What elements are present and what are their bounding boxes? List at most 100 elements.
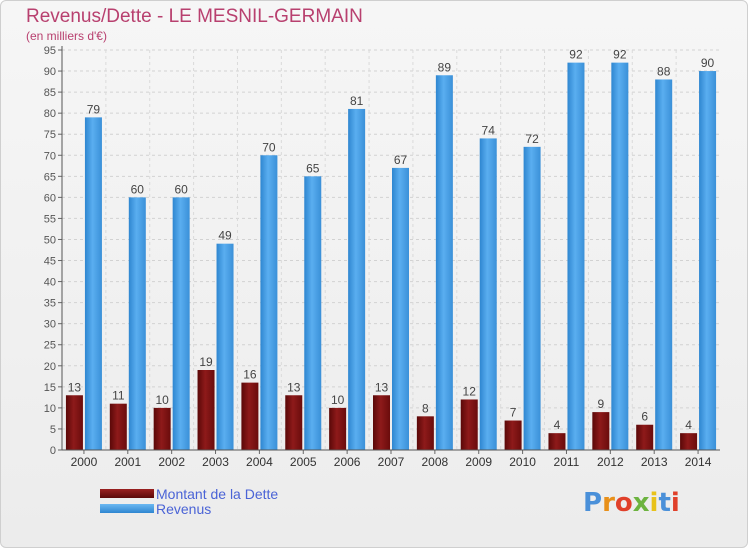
bar-revenue [84, 117, 102, 451]
bar-revenue [216, 243, 234, 450]
data-label-revenue: 74 [482, 123, 496, 137]
bar-debt [197, 370, 215, 450]
y-tick-label: 75 [44, 129, 56, 141]
data-label-revenue: 92 [569, 48, 583, 62]
x-tick-label: 2012 [597, 455, 624, 469]
x-tick-label: 2000 [71, 455, 98, 469]
legend-swatch-revenue [100, 504, 154, 513]
data-label-revenue: 88 [657, 64, 671, 78]
bar-revenue [128, 197, 146, 450]
data-label-debt: 13 [375, 380, 389, 394]
data-label-debt: 19 [199, 355, 213, 369]
bar-debt [548, 433, 566, 450]
data-label-revenue: 70 [262, 140, 276, 154]
x-tick-label: 2014 [685, 455, 712, 469]
x-tick-label: 2009 [465, 455, 492, 469]
bar-debt [285, 395, 303, 450]
bar-debt [241, 382, 259, 450]
data-label-revenue: 67 [394, 153, 408, 167]
x-tick-label: 2013 [641, 455, 668, 469]
x-tick-label: 2003 [202, 455, 229, 469]
x-tick-label: 2011 [554, 455, 580, 469]
data-label-revenue: 81 [350, 94, 364, 108]
chart-title: Revenus/Dette - LE MESNIL-GERMAIN [26, 6, 363, 27]
data-label-revenue: 89 [438, 60, 452, 74]
data-label-revenue: 65 [306, 161, 320, 175]
y-tick-label: 80 [44, 108, 56, 120]
y-tick-label: 90 [44, 66, 56, 78]
y-tick-label: 25 [44, 340, 56, 352]
bar-debt [65, 395, 83, 450]
x-tick-label: 2007 [378, 455, 405, 469]
x-tick-label: 2008 [422, 455, 449, 469]
data-label-debt: 6 [641, 410, 648, 424]
x-tick-label: 2010 [509, 455, 536, 469]
y-tick-label: 40 [44, 277, 56, 289]
logo-letter: P [583, 488, 603, 518]
data-label-debt: 12 [463, 384, 477, 398]
bar-revenue [699, 71, 717, 450]
bar-revenue [523, 146, 541, 450]
bar-debt [329, 407, 347, 450]
y-tick-label: 15 [44, 382, 56, 394]
bar-revenue [611, 62, 629, 450]
data-label-revenue: 49 [218, 229, 232, 243]
bar-debt [373, 395, 390, 450]
logo-letter: o [614, 488, 633, 518]
y-tick-label: 70 [44, 150, 56, 162]
x-tick-label: 2002 [158, 455, 185, 469]
y-tick-label: 95 [44, 45, 56, 57]
bar-revenue [304, 176, 322, 450]
data-label-revenue: 92 [613, 48, 627, 62]
legend-label-revenue: Revenus [156, 501, 212, 517]
data-label-debt: 10 [331, 393, 345, 407]
data-label-revenue: 72 [525, 132, 539, 146]
data-label-debt: 8 [422, 401, 429, 415]
y-tick-label: 10 [44, 403, 56, 415]
y-tick-label: 50 [44, 234, 56, 246]
legend-label-debt: Montant de la Dette [156, 486, 279, 502]
bar-debt [504, 420, 522, 450]
logo-letter: i [649, 488, 659, 518]
bar-debt [153, 407, 171, 450]
y-tick-label: 60 [44, 192, 56, 204]
bar-debt [109, 403, 127, 450]
data-label-revenue: 79 [87, 102, 101, 116]
y-tick-label: 35 [44, 298, 56, 310]
data-label-debt: 4 [685, 418, 692, 432]
data-label-debt: 7 [510, 406, 517, 420]
logo-letter: i [670, 488, 680, 518]
bar-debt [592, 412, 610, 450]
data-label-revenue: 90 [701, 56, 715, 70]
y-tick-label: 85 [44, 87, 56, 99]
x-tick-label: 2004 [246, 455, 273, 469]
data-label-debt: 9 [597, 397, 604, 411]
bar-revenue [479, 138, 497, 450]
bar-revenue [392, 167, 409, 451]
bar-revenue [435, 75, 453, 451]
x-tick-label: 2001 [114, 455, 141, 469]
logo-letter: x [632, 488, 650, 518]
data-label-debt: 4 [554, 418, 561, 432]
y-tick-label: 5 [50, 424, 56, 436]
bar-debt [680, 433, 698, 450]
proxiti-logo: Proxiti [583, 488, 680, 518]
data-label-debt: 10 [155, 393, 169, 407]
legend-item-debt: Montant de la Dette [100, 486, 460, 502]
bar-revenue [567, 62, 585, 450]
logo-letter: t [658, 488, 671, 518]
y-tick-label: 0 [50, 445, 56, 457]
x-tick-label: 2006 [334, 455, 361, 469]
y-tick-label: 20 [44, 361, 56, 373]
bar-revenue [348, 108, 366, 451]
data-label-revenue: 60 [174, 182, 188, 196]
legend-item-revenue: Revenus [100, 501, 460, 517]
logo-letter: r [602, 488, 615, 518]
bar-debt [416, 416, 434, 450]
legend-swatch-debt [100, 489, 154, 498]
x-tick-label: 2005 [290, 455, 317, 469]
data-label-debt: 11 [112, 389, 125, 403]
bar-revenue [172, 197, 190, 450]
bar-debt [636, 424, 654, 450]
